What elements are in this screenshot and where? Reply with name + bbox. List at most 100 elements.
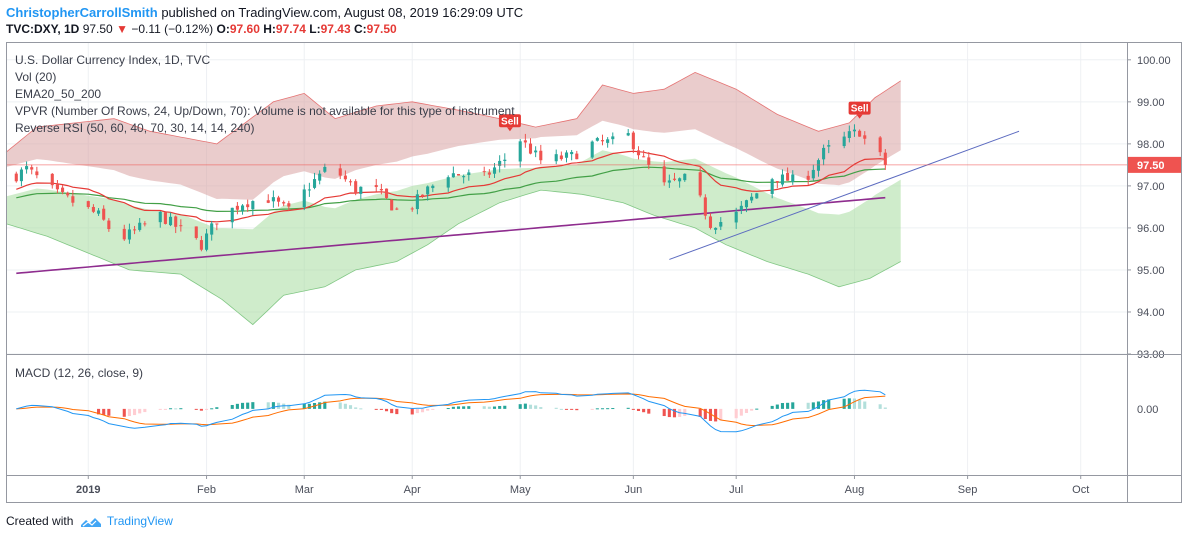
candle <box>708 216 713 228</box>
candle <box>606 139 610 143</box>
macd-histogram-bar <box>379 408 383 410</box>
x-tick-label: Feb <box>197 484 216 496</box>
macd-histogram-bar <box>338 402 342 409</box>
macd-histogram-bar <box>714 408 718 422</box>
macd-histogram-bar <box>169 408 173 410</box>
high-label: H: <box>263 22 276 36</box>
macd-histogram-bar <box>240 402 245 409</box>
x-tick-label: Mar <box>295 484 314 496</box>
candle <box>683 173 687 181</box>
candle <box>169 216 173 226</box>
candle <box>30 167 34 170</box>
macd-histogram-bar <box>636 408 641 412</box>
macd-histogram-bar <box>230 404 234 409</box>
macd-histogram-bar <box>374 408 378 410</box>
legend-rsi[interactable]: Reverse RSI (50, 60, 40, 70, 30, 14, 14,… <box>15 121 255 135</box>
legend-ema[interactable]: EMA20_50_200 <box>15 87 102 101</box>
legend-vpvr[interactable]: VPVR (Number Of Rows, 24, Up/Down, 70): … <box>15 104 515 118</box>
x-tick-label: Sep <box>958 484 978 496</box>
macd-histogram-bar <box>467 406 471 409</box>
legend-macd[interactable]: MACD (12, 26, close, 9) <box>15 366 144 380</box>
candle <box>318 173 322 181</box>
candle <box>626 133 630 136</box>
candle <box>379 188 383 191</box>
candle <box>205 233 209 250</box>
macd-histogram-bar <box>271 402 275 409</box>
candle <box>822 147 826 160</box>
candle <box>750 196 754 201</box>
macd-histogram-bar <box>822 400 826 409</box>
sell-signal-badge <box>848 101 871 115</box>
upper-band-edge <box>5 71 901 153</box>
candle <box>503 159 507 161</box>
macd-histogram-bar <box>97 408 101 415</box>
candle <box>539 150 543 161</box>
author-link[interactable]: ChristopherCarrollSmith <box>6 5 158 20</box>
macd-histogram-bar <box>734 408 738 419</box>
macd-histogram-bar <box>246 402 250 409</box>
x-tick-label: May <box>510 484 531 496</box>
macd-histogram-bar <box>426 408 430 411</box>
macd-histogram-bar <box>611 408 615 410</box>
macd-histogram-bar <box>107 408 111 416</box>
candle <box>158 211 162 223</box>
candle <box>847 131 851 138</box>
candle <box>50 173 54 186</box>
candle <box>102 208 106 220</box>
low-value: 97.43 <box>320 22 351 36</box>
candle <box>559 155 563 160</box>
macd-histogram-bar <box>575 408 579 411</box>
y-tick-label: 96.00 <box>1137 223 1165 235</box>
macd-histogram-bar <box>395 408 399 415</box>
down-arrow-icon: ▼ <box>116 22 128 36</box>
macd-histogram-bar <box>302 403 306 409</box>
candle <box>827 145 831 147</box>
candle <box>600 140 605 142</box>
macd-histogram-bar <box>343 403 347 409</box>
macd-histogram-bar <box>852 398 857 409</box>
macd-histogram-bar <box>600 408 605 410</box>
candle <box>462 176 466 178</box>
candle <box>14 173 18 182</box>
candle <box>210 223 214 235</box>
candle <box>230 207 234 223</box>
candle <box>143 223 147 225</box>
macd-histogram-bar <box>133 408 137 416</box>
candle <box>636 150 641 156</box>
macd-histogram-bar <box>631 408 635 410</box>
macd-histogram-bar <box>827 399 831 409</box>
candle <box>518 141 522 162</box>
candle <box>590 141 594 158</box>
candle <box>642 156 646 158</box>
macd-histogram-bar <box>179 408 183 410</box>
price-change: −0.11 (−0.12%) <box>131 22 214 36</box>
ema20-line <box>16 150 886 223</box>
macd-histogram-bar <box>683 408 687 416</box>
candle <box>179 225 183 227</box>
candle <box>174 216 178 227</box>
tradingview-brand[interactable]: TradingView <box>106 514 173 528</box>
candle <box>456 174 461 176</box>
legend-vol[interactable]: Vol (20) <box>15 70 57 84</box>
macd-histogram-bar <box>287 404 291 409</box>
candle <box>667 180 671 183</box>
candle <box>25 166 29 170</box>
macd-histogram-bar <box>564 408 569 410</box>
macd-histogram-bar <box>163 408 167 410</box>
x-tick-label: Jul <box>729 484 743 496</box>
macd-histogram-bar <box>451 406 455 409</box>
candle <box>415 194 419 210</box>
y-tick-label: 95.00 <box>1137 265 1165 277</box>
macd-histogram-bar <box>606 408 610 410</box>
macd-histogram-bar <box>410 408 414 415</box>
macd-histogram-bar <box>456 406 461 409</box>
candle <box>595 138 599 141</box>
candle <box>86 201 90 208</box>
candle <box>420 194 425 197</box>
candle <box>534 150 538 153</box>
candle <box>878 137 882 153</box>
candle <box>631 132 635 150</box>
macd-histogram-bar <box>102 408 106 415</box>
ema50-line <box>16 166 886 213</box>
